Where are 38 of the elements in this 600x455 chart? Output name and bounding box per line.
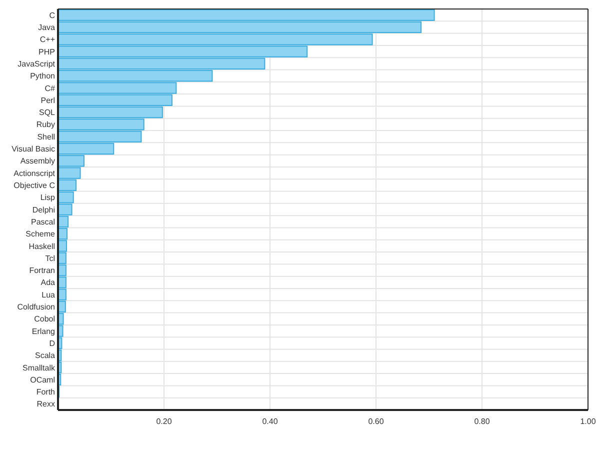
y-tick-label: Scheme xyxy=(26,230,56,239)
y-tick-label: Coldfusion xyxy=(17,302,55,312)
y-tick-label: C# xyxy=(44,84,56,93)
y-tick-label: Rexx xyxy=(36,400,55,409)
x-tick-label: 0.40 xyxy=(262,417,278,426)
y-tick-label: C xyxy=(49,10,56,20)
y-tick-label: Tcl xyxy=(45,254,56,263)
y-tick-label: Delphi xyxy=(32,205,56,214)
y-tick-label: Visual Basic xyxy=(12,144,55,154)
y-tick-label: OCaml xyxy=(30,375,56,384)
x-tick-label: 1.00 xyxy=(580,417,596,426)
y-tick-label: Perl xyxy=(40,96,56,105)
y-tick-label: Java xyxy=(38,23,56,32)
y-tick-label: Ada xyxy=(40,278,56,288)
y-tick-label: Cobol xyxy=(34,314,56,324)
y-tick-label: D xyxy=(49,338,56,348)
y-tick-label: C++ xyxy=(40,35,56,44)
y-tick-label: Erlang xyxy=(32,326,55,336)
y-tick-label: Objective C xyxy=(14,180,56,190)
y-tick-label: Python xyxy=(30,72,55,81)
x-tick-label: 0.20 xyxy=(156,417,172,426)
y-tick-label: Haskell xyxy=(28,242,56,251)
y-tick-label: Scala xyxy=(34,351,56,360)
y-tick-label: PHP xyxy=(38,47,55,56)
y-tick-label: Shell xyxy=(37,132,56,142)
y-tick-label: JavaScript xyxy=(18,59,56,68)
x-tick-label: 0.60 xyxy=(368,417,384,426)
y-tick-label: Forth xyxy=(36,388,55,397)
y-tick-label: Pascal xyxy=(30,217,56,226)
y-tick-label: Lua xyxy=(42,290,56,300)
y-tick-label: SQL xyxy=(38,108,56,118)
x-tick-label: 0.80 xyxy=(474,417,490,426)
y-tick-label: Actionscript xyxy=(14,168,56,178)
y-tick-label: Fortran xyxy=(29,266,55,276)
y-tick-label: Lisp xyxy=(40,193,56,202)
y-tick-label: Smalltalk xyxy=(22,363,56,372)
y-tick-label: Ruby xyxy=(36,120,55,130)
y-tick-label: Assembly xyxy=(20,156,55,166)
